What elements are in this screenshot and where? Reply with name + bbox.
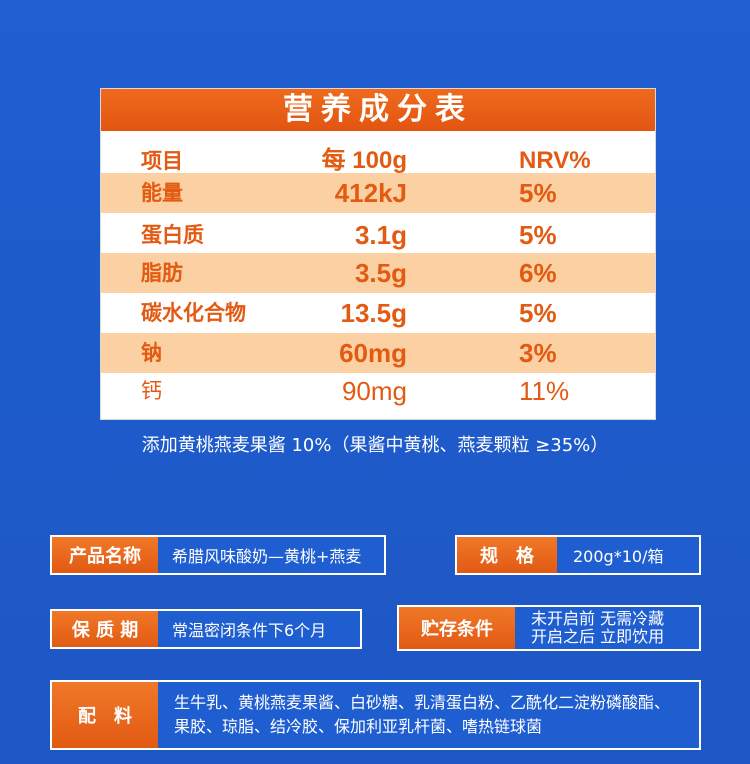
row-nrv: 5%: [519, 298, 557, 328]
storage-box: 贮存条件 未开启前 无需冷藏 开启之后 立即饮用: [397, 605, 701, 651]
ingredients-box: 配 料 生牛乳、黄桃燕麦果酱、白砂糖、乳清蛋白粉、乙酰化二淀粉磷酸酯、 果胶、琼…: [50, 680, 701, 750]
product-name-box: 产品名称 希腊风味酸奶—黄桃+燕麦: [50, 535, 386, 575]
header-nrv: NRV%: [519, 147, 591, 174]
nutrition-header-row: 项目 每 100g NRV%: [101, 141, 655, 181]
spec-box: 规 格 200g*10/箱: [455, 535, 701, 575]
row-nrv: 6%: [519, 258, 557, 288]
storage-label: 贮存条件: [399, 607, 515, 649]
product-name-value: 希腊风味酸奶—黄桃+燕麦: [172, 547, 362, 566]
row-value: 13.5g: [340, 298, 408, 328]
ingredients-line-1: 生牛乳、黄桃燕麦果酱、白砂糖、乳清蛋白粉、乙酰化二淀粉磷酸酯、: [174, 693, 671, 712]
row-nrv: 5%: [519, 220, 557, 250]
storage-line-2: 开启之后 立即饮用: [531, 627, 665, 646]
ingredients-line-2: 果胶、琼脂、结冷胶、保加利亚乳杆菌、嗜热链球菌: [174, 717, 543, 736]
storage-line-1: 未开启前 无需冷藏: [531, 609, 665, 628]
nutrition-row-protein: 蛋白质 3.1g 5%: [101, 215, 655, 255]
row-value: 3.1g: [354, 220, 407, 250]
nutrition-title: 营养成分表: [101, 89, 655, 131]
row-item: 碳水化合物: [141, 301, 246, 325]
row-value: 90mg: [341, 376, 407, 406]
shelf-life-value: 常温密闭条件下6个月: [172, 621, 327, 640]
row-item: 钠: [141, 341, 162, 365]
spec-value: 200g*10/箱: [573, 547, 664, 566]
row-nrv: 5%: [519, 178, 557, 208]
spec-label: 规 格: [457, 537, 557, 573]
ingredients-label: 配 料: [52, 682, 158, 748]
nutrition-table: 营养成分表 项目 每 100g NRV% 能量 412kJ 5% 蛋白质 3.1…: [100, 88, 656, 420]
header-per: 每 100g: [321, 147, 407, 174]
row-value: 60mg: [339, 338, 407, 368]
row-nrv: 3%: [519, 338, 557, 368]
storage-value: 未开启前 无需冷藏 开启之后 立即饮用: [531, 607, 664, 649]
row-item: 脂肪: [141, 261, 183, 285]
product-name-label: 产品名称: [52, 537, 158, 573]
nutrition-row-fat: 脂肪 3.5g 6%: [101, 253, 655, 293]
additive-footnote: 添加黄桃燕麦果酱 10%（果酱中黄桃、燕麦颗粒 ≥35%）: [141, 435, 609, 456]
nutrition-row-sodium: 钠 60mg 3%: [101, 333, 655, 373]
nutrition-row-energy: 能量 412kJ 5%: [101, 173, 655, 213]
row-nrv: 11%: [519, 376, 570, 406]
shelf-life-label: 保 质 期: [52, 611, 158, 647]
nutrition-row-calcium: 钙 90mg 11%: [101, 371, 655, 411]
row-value: 412kJ: [334, 178, 407, 208]
row-item: 能量: [141, 181, 183, 205]
shelf-life-box: 保 质 期 常温密闭条件下6个月: [50, 609, 362, 649]
row-item: 钙: [141, 379, 162, 403]
row-value: 3.5g: [354, 258, 407, 288]
ingredients-value: 生牛乳、黄桃燕麦果酱、白砂糖、乳清蛋白粉、乙酰化二淀粉磷酸酯、 果胶、琼脂、结冷…: [174, 682, 670, 748]
nutrition-row-carbohydrate: 碳水化合物 13.5g 5%: [101, 293, 655, 333]
header-item: 项目: [141, 149, 183, 173]
row-item: 蛋白质: [141, 223, 204, 247]
